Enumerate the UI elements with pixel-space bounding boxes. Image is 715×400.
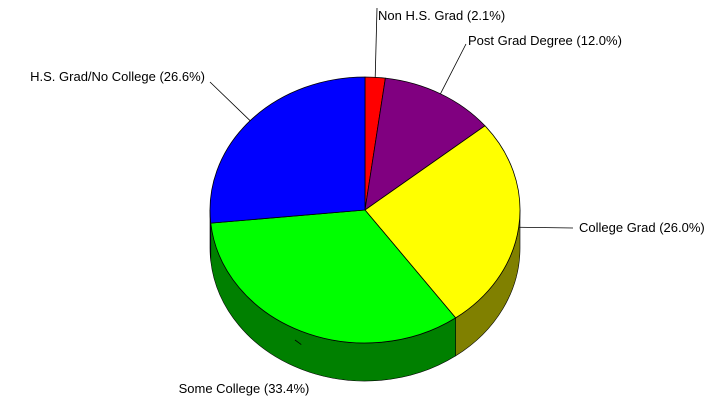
pie-top <box>209 76 521 344</box>
leader-line-non-h-s-grad <box>374 7 378 78</box>
slice-label-college-grad: College Grad (26.0%) <box>579 220 705 235</box>
leader-line-some-college <box>294 339 302 345</box>
leader-line-college-grad <box>518 226 574 229</box>
leader-line-h-s-grad-no-college <box>209 81 251 122</box>
pie-slice-some-college <box>210 209 457 344</box>
leader-line-post-grad-degree <box>440 43 467 95</box>
pie-slice-post-grad-degree <box>364 77 486 211</box>
slice-label-non-h-s-grad: Non H.S. Grad (2.1%) <box>378 8 505 23</box>
slice-label-post-grad-degree: Post Grad Degree (12.0%) <box>468 33 622 48</box>
pie-labels: Non H.S. Grad (2.1%) Post Grad Degree (12… <box>30 7 705 396</box>
pie-slice-college-grad <box>364 125 521 319</box>
slice-label-h-s-grad-no-college: H.S. Grad/No College (26.6%) <box>30 69 205 84</box>
slice-label-some-college: Some College (33.4%) <box>179 381 310 396</box>
pie-slice-h-s-grad-no-college <box>209 76 366 224</box>
